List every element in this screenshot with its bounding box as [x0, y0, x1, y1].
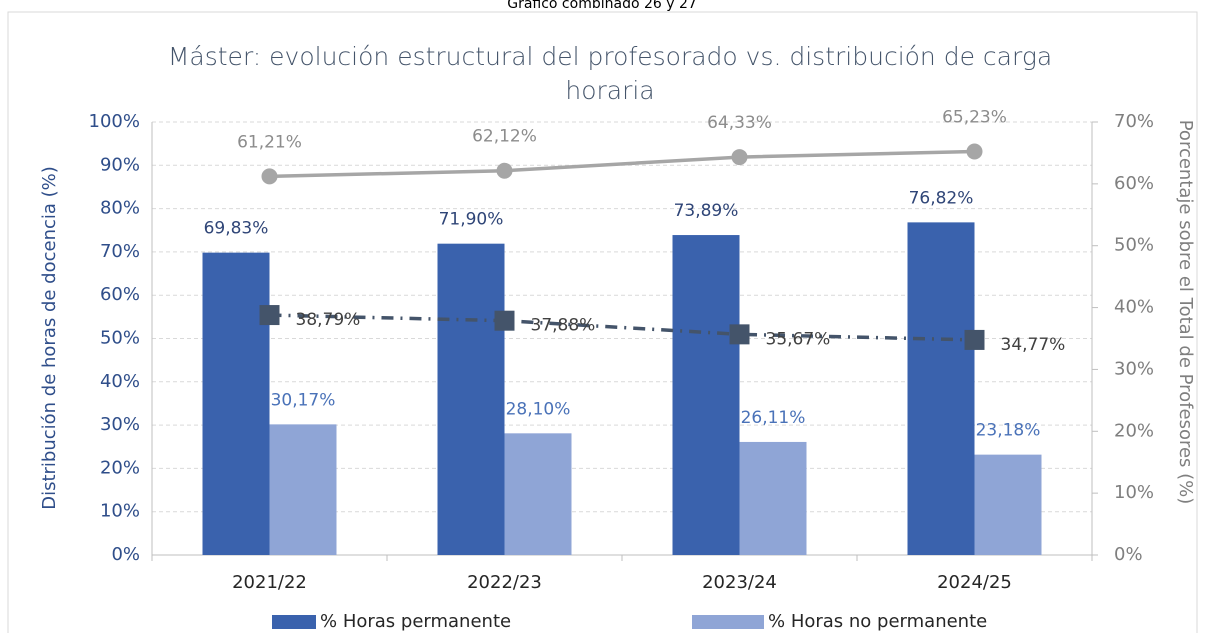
bar — [672, 235, 740, 555]
y2-tick-label: 0% — [1114, 544, 1143, 565]
y2-tick-label: 20% — [1114, 420, 1154, 441]
y2-tick-label: 60% — [1114, 173, 1154, 194]
line-value-label: 34,77% — [1001, 335, 1066, 355]
line-value-label: 61,21% — [237, 132, 302, 152]
x-tick-label: 2023/24 — [702, 572, 777, 593]
bar-value-label: 26,11% — [741, 408, 806, 428]
bar — [202, 252, 270, 555]
line-value-label: 64,33% — [707, 113, 772, 133]
line-value-label: 38,79% — [296, 310, 361, 330]
bar-value-label: 73,89% — [674, 201, 739, 221]
line-marker — [494, 310, 515, 331]
y-tick-label: 10% — [100, 501, 140, 522]
bar-value-label: 23,18% — [976, 421, 1041, 441]
bar — [739, 441, 807, 555]
bar-value-label: 69,83% — [204, 219, 269, 239]
bar-value-label: 28,10% — [506, 399, 571, 419]
y-tick-label: 90% — [100, 154, 140, 175]
y2-tick-label: 10% — [1114, 482, 1154, 503]
y-tick-label: 70% — [100, 241, 140, 262]
y2-tick-label: 30% — [1114, 358, 1154, 379]
y2-tick-label: 70% — [1114, 111, 1154, 132]
y-tick-label: 60% — [100, 284, 140, 305]
line-marker — [496, 162, 513, 179]
y-tick-label: 40% — [100, 371, 140, 392]
x-tick-label: 2021/22 — [232, 572, 307, 593]
y2-axis-title: Porcentaje sobre el Total de Profesores … — [1175, 120, 1196, 505]
line-marker — [261, 168, 278, 185]
y2-tick-label: 40% — [1114, 297, 1154, 318]
x-tick-label: 2024/25 — [937, 572, 1012, 593]
x-tick-label: 2022/23 — [467, 572, 542, 593]
legend-label: % Horas permanente — [320, 611, 511, 632]
y-tick-label: 30% — [100, 414, 140, 435]
line — [269, 313, 975, 342]
line — [269, 149, 975, 179]
line-value-label: 62,12% — [472, 127, 537, 147]
legend-swatch — [272, 615, 316, 629]
line-value-label: 65,23% — [942, 108, 1007, 128]
y-tick-label: 0% — [111, 544, 140, 565]
line-marker — [259, 305, 280, 326]
line-marker — [729, 324, 750, 345]
legend-label: % Horas no permanente — [768, 611, 987, 632]
bar — [269, 424, 337, 555]
line-value-label: 35,67% — [766, 329, 831, 349]
line-marker — [966, 143, 983, 160]
line-marker — [731, 149, 748, 166]
y-tick-label: 50% — [100, 328, 140, 349]
legend-swatch — [692, 615, 764, 629]
bar — [907, 222, 975, 556]
bar — [974, 454, 1042, 555]
y-tick-label: 100% — [89, 111, 140, 132]
line-marker — [964, 329, 985, 350]
bar — [504, 433, 572, 555]
bar-value-label: 76,82% — [909, 188, 974, 208]
bar — [437, 243, 505, 555]
chart-border — [7, 11, 1198, 633]
bar-value-label: 71,90% — [439, 210, 504, 230]
y2-tick-label: 50% — [1114, 235, 1154, 256]
bar-value-label: 30,17% — [271, 390, 336, 410]
chart-title: Máster: evolución estructural del profes… — [167, 42, 1053, 105]
chart-caption: Gráfico combinado 26 y 27 — [507, 0, 697, 12]
line-value-label: 37,88% — [531, 316, 596, 336]
y-axis-title: Distribución de horas de docencia (%) — [39, 166, 60, 510]
y-tick-label: 20% — [100, 457, 140, 478]
y-tick-label: 80% — [100, 198, 140, 219]
